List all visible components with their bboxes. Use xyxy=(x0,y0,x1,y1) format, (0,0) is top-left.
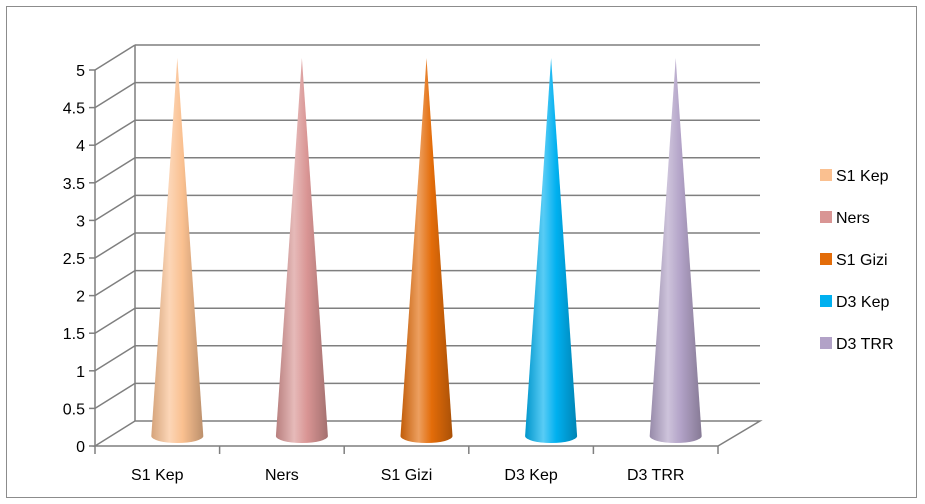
gridline-diagonal xyxy=(94,119,136,146)
gridline-diagonal xyxy=(94,194,136,222)
y-axis: 0 0.5 1 1.5 2 2.5 3 3.5 4 4.5 5 xyxy=(63,63,95,456)
y-tick-label: 2 xyxy=(76,289,85,306)
cone-d3-kep xyxy=(525,58,578,444)
gridline-diagonal xyxy=(94,44,136,71)
y-tick-label: 4 xyxy=(76,138,85,155)
y-tick-label: 1.5 xyxy=(63,326,85,343)
gridlines xyxy=(94,44,760,410)
cone-s1-kep xyxy=(151,58,204,444)
legend-swatch xyxy=(820,169,832,181)
x-tick-label: S1 Gizi xyxy=(381,467,433,484)
legend-label: D3 TRR xyxy=(836,336,894,353)
y-tick-label: 3.5 xyxy=(63,176,85,193)
cone-s1-gizi xyxy=(400,58,453,444)
x-axis: S1 Kep Ners S1 Gizi D3 Kep D3 TRR xyxy=(94,446,719,484)
legend: S1 Kep Ners S1 Gizi D3 Kep D3 TRR xyxy=(820,168,894,353)
legend-swatch xyxy=(820,295,832,307)
legend-swatch xyxy=(820,253,832,265)
gridline-diagonal xyxy=(94,269,136,297)
chart-floor xyxy=(92,420,763,447)
y-tick-label: 3 xyxy=(76,213,85,230)
legend-label: S1 Gizi xyxy=(836,252,888,269)
legend-swatch xyxy=(820,211,832,223)
y-tick-label: 5 xyxy=(76,63,85,80)
gridline-diagonal xyxy=(94,382,136,410)
legend-label: Ners xyxy=(836,210,870,227)
y-tick-label: 0 xyxy=(76,439,85,456)
legend-label: S1 Kep xyxy=(836,168,889,185)
y-tick-label: 0.5 xyxy=(63,401,85,418)
y-tick-label: 4.5 xyxy=(63,101,85,118)
x-tick-label: Ners xyxy=(265,467,299,484)
x-tick-label: D3 Kep xyxy=(504,467,557,484)
x-tick-label: D3 TRR xyxy=(627,467,685,484)
gridline-diagonal xyxy=(94,81,136,109)
gridline-diagonal xyxy=(94,157,136,184)
cone-series xyxy=(151,58,702,444)
gridline-diagonal xyxy=(94,345,136,372)
legend-swatch xyxy=(820,337,832,349)
x-tick-label: S1 Kep xyxy=(131,467,184,484)
gridline-diagonal xyxy=(94,307,136,334)
cone-ners xyxy=(275,58,328,444)
y-tick-label: 2.5 xyxy=(63,251,85,268)
cone-d3-trr xyxy=(649,58,702,444)
gridline-diagonal xyxy=(94,232,136,259)
y-tick-label: 1 xyxy=(76,364,85,381)
legend-label: D3 Kep xyxy=(836,294,889,311)
